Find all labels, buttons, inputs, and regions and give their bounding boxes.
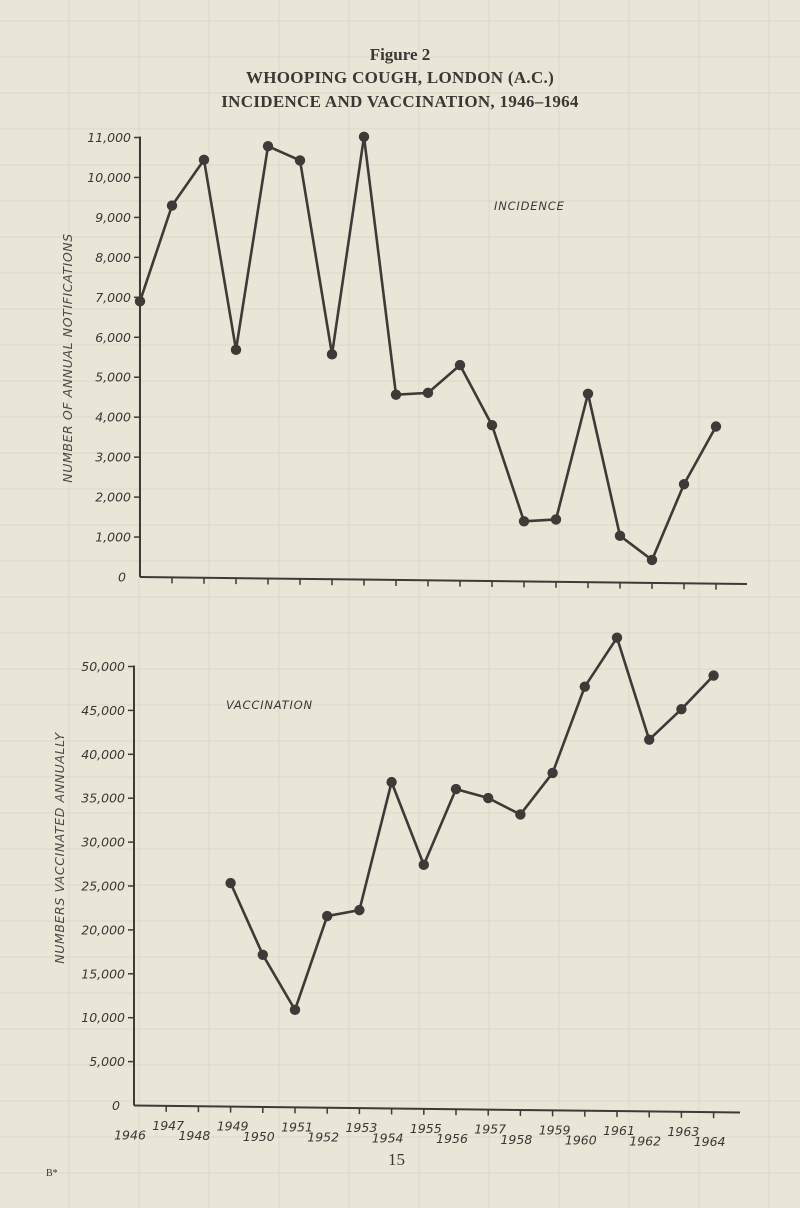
data-point-marker: [582, 388, 594, 399]
y-tick-label: 5,000: [95, 370, 131, 385]
x-tick-label: 1946: [114, 1128, 146, 1143]
y-tick-label: 50,000: [81, 659, 125, 674]
data-point-marker: [454, 359, 466, 371]
x-tick-label: 1962: [629, 1133, 661, 1148]
figure-number: Figure 2: [369, 45, 431, 64]
y-tick-label: 30,000: [81, 835, 125, 850]
y-tick-label: 0: [112, 1098, 120, 1113]
data-point-marker: [518, 516, 530, 527]
y-tick-label: 8,000: [95, 250, 131, 265]
data-point-marker: [166, 200, 178, 211]
y-tick-label: 25,000: [81, 879, 125, 894]
data-point-marker: [547, 767, 558, 779]
y-tick-label: 2,000: [95, 490, 131, 505]
x-axis-line: [133, 1104, 741, 1114]
y-axis-title: NUMBER OF ANNUAL NOTIFICATIONS: [60, 233, 75, 483]
data-line: [229, 636, 715, 1012]
figure-header: Figure 2 WHOOPING COUGH, LONDON (A.C.) I…: [0, 44, 800, 114]
data-point-marker: [326, 349, 338, 360]
x-tick-label: 1963: [667, 1124, 699, 1139]
data-point-marker: [611, 632, 623, 643]
x-tick-label: 1948: [178, 1128, 210, 1143]
y-tick-label: 40,000: [81, 747, 125, 762]
data-point-marker: [644, 734, 655, 745]
data-point-marker: [710, 421, 722, 432]
data-point-marker: [390, 389, 402, 400]
data-point-marker: [225, 877, 236, 889]
x-tick-label: 1959: [539, 1122, 571, 1137]
data-point-marker: [257, 949, 268, 960]
y-tick-label: 4,000: [95, 410, 131, 425]
y-tick-label: 7,000: [95, 290, 131, 305]
data-point-marker: [515, 809, 526, 820]
data-point-marker: [579, 681, 590, 692]
y-axis-title: NUMBERS VACCINATED ANNUALLY: [52, 732, 67, 964]
x-tick-label: 1958: [500, 1132, 532, 1147]
data-point-marker: [358, 131, 370, 142]
x-tick-label: 1955: [410, 1121, 442, 1136]
data-point-marker: [708, 670, 719, 681]
data-point-marker: [294, 155, 306, 166]
y-tick-label: 45,000: [81, 703, 125, 718]
data-point-marker: [422, 387, 434, 399]
data-point-marker: [262, 141, 274, 152]
data-point-marker: [486, 420, 498, 431]
data-point-marker: [550, 514, 562, 525]
incidence-chart: 0 1,000 2,000 3,000 4,000 5,000 6,000 7,000 8,00…: [60, 130, 748, 590]
y-tick-label: 9,000: [95, 210, 131, 225]
x-axis-line: [139, 576, 748, 585]
figure-title-line2: INCIDENCE AND VACCINATION, 1946–1964: [221, 92, 579, 111]
y-tick-label: 0: [118, 570, 126, 585]
data-point-marker: [614, 530, 626, 542]
x-tick-label: 1953: [345, 1120, 377, 1135]
signature-mark: B*: [46, 1168, 58, 1179]
x-tick-label: 1961: [603, 1123, 635, 1138]
data-point-marker: [646, 554, 658, 566]
x-tick-label: 1950: [243, 1129, 275, 1144]
y-tick-label: 20,000: [81, 922, 125, 937]
y-tick-label: 15,000: [81, 966, 125, 981]
y-tick-label: 1,000: [95, 530, 131, 545]
data-point-marker: [678, 479, 690, 490]
x-tick-label: 1964: [694, 1134, 726, 1149]
x-tick-label: 1960: [565, 1133, 597, 1148]
x-tick-label: 1947: [152, 1118, 184, 1133]
data-point-marker: [483, 792, 494, 804]
vaccination-chart: 0 5,000 10,000 15,000 20,000 25,000 30,000 35,0…: [52, 632, 741, 1149]
y-tick-label: 5,000: [89, 1054, 125, 1069]
data-point-marker: [134, 296, 146, 307]
data-point-marker: [354, 904, 365, 916]
data-point-marker: [450, 783, 462, 795]
y-tick-label: 10,000: [87, 170, 131, 185]
series-label: INCIDENCE: [494, 199, 565, 213]
page-number: 15: [388, 1150, 405, 1169]
y-tick-label: 6,000: [95, 330, 131, 345]
x-tick-label: 1956: [436, 1131, 468, 1146]
figure-title-line1: WHOOPING COUGH, LONDON (A.C.): [245, 68, 555, 87]
y-tick-label: 3,000: [95, 450, 131, 465]
x-tick-label: 1952: [307, 1130, 339, 1145]
x-tick-label: 1957: [474, 1122, 506, 1137]
data-line: [138, 135, 718, 562]
series-label: VACCINATION: [226, 698, 313, 712]
y-tick-label: 10,000: [81, 1010, 125, 1025]
x-tick-label: 1951: [281, 1119, 313, 1134]
data-point-marker: [386, 776, 397, 788]
data-point-marker: [676, 703, 687, 715]
data-point-marker: [418, 859, 429, 871]
y-tick-label: 11,000: [87, 130, 131, 145]
x-tick-label: 1949: [217, 1119, 249, 1134]
data-point-marker: [289, 1004, 301, 1016]
x-tick-label: 1954: [372, 1130, 404, 1145]
data-point-marker: [322, 910, 333, 922]
y-tick-label: 35,000: [81, 791, 125, 806]
data-point-marker: [230, 344, 242, 356]
data-point-marker: [198, 154, 210, 166]
